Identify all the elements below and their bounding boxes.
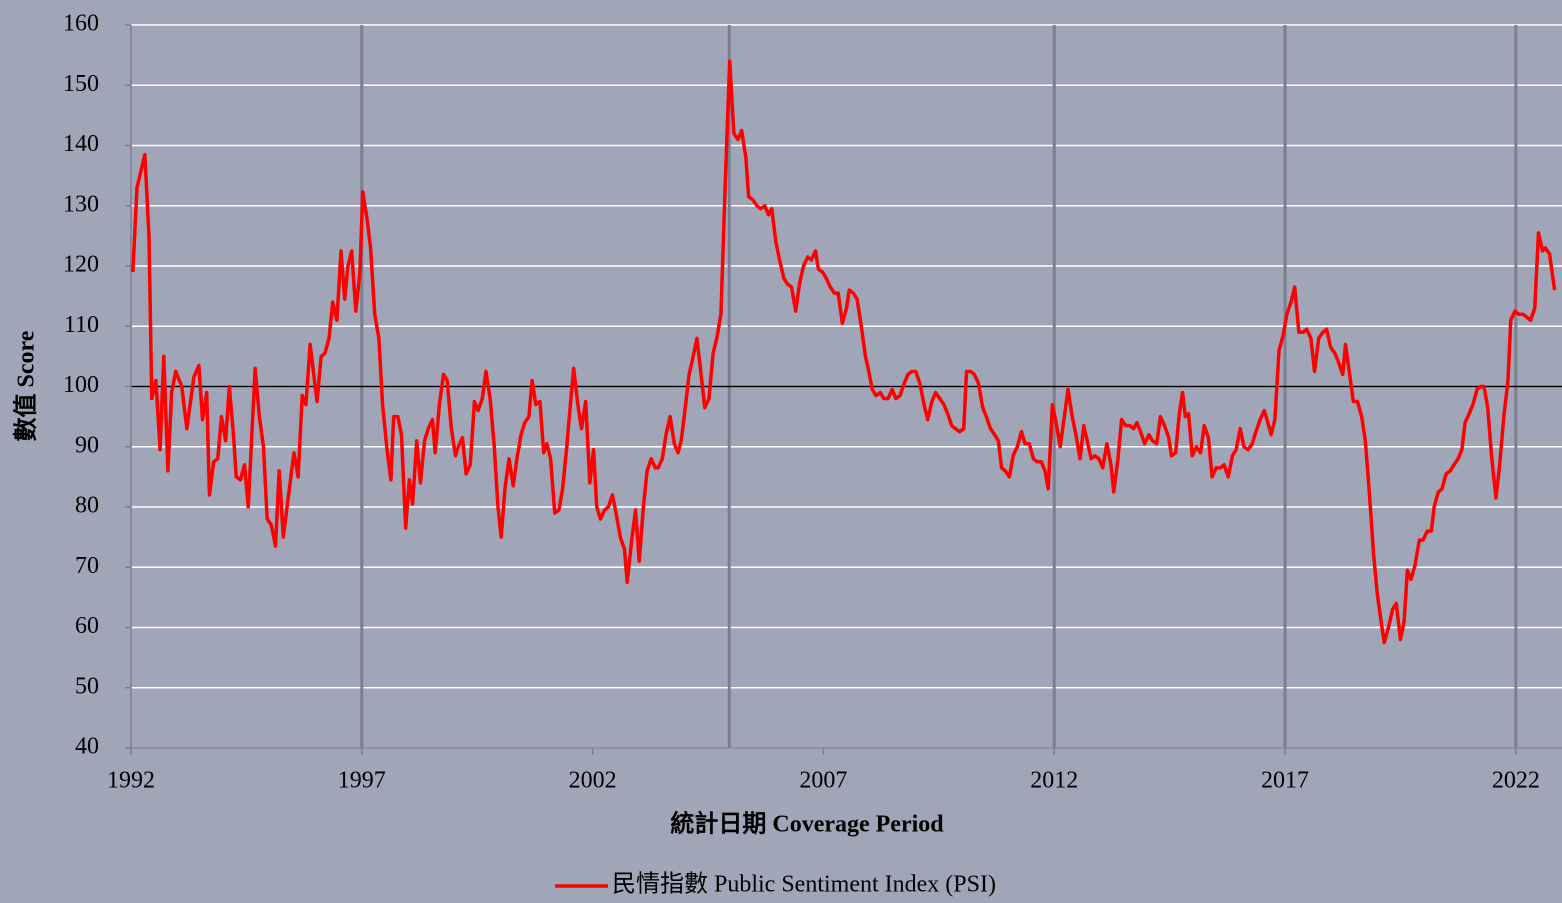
plot-area (131, 59, 1557, 645)
y-tick-label: 110 (64, 312, 99, 338)
x-tick-label: 2002 (569, 768, 617, 794)
x-tick-label: 2017 (1261, 768, 1309, 794)
legend-label: 民情指數 Public Sentiment Index (PSI) (612, 871, 996, 898)
y-tick-label: 80 (75, 493, 99, 519)
y-tick-label: 120 (63, 252, 99, 278)
y-tick-label: 160 (63, 11, 99, 37)
x-tick-label: 2007 (799, 768, 847, 794)
y-tick-label: 50 (75, 673, 99, 699)
x-axis-label: 統計日期 Coverage Period (670, 810, 944, 838)
legend: 民情指數 Public Sentiment Index (PSI) (555, 871, 996, 898)
y-axis-label: 數值 Score (12, 330, 40, 441)
y-tick-label: 130 (63, 191, 99, 217)
data-line (131, 59, 1557, 645)
reference-lines (131, 25, 1562, 748)
x-tick-label: 1997 (338, 768, 386, 794)
y-tick-label: 60 (75, 613, 99, 639)
grid (131, 24, 1562, 749)
y-tick-label: 150 (63, 71, 99, 97)
axes: 40 50 60 70 80 90 100 110 120 130 140 150 160 1992 199… (63, 11, 1562, 794)
x-tick-label: 2022 (1492, 768, 1540, 794)
x-tick-label: 2012 (1030, 768, 1078, 794)
y-tick-label: 100 (63, 372, 99, 398)
x-tick-label: 1992 (107, 768, 155, 794)
y-tick-label: 40 (75, 734, 99, 760)
y-tick-label: 140 (63, 131, 99, 157)
y-tick-label: 70 (75, 553, 99, 579)
y-tick-label: 90 (75, 432, 99, 458)
